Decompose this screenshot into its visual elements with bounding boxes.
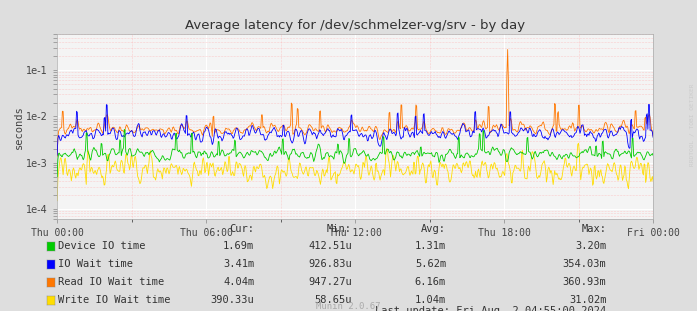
Text: Cur:: Cur: — [229, 224, 254, 234]
Text: 1.04m: 1.04m — [415, 295, 446, 305]
Text: Max:: Max: — [581, 224, 606, 234]
Text: 3.20m: 3.20m — [575, 241, 606, 251]
Text: Munin 2.0.67: Munin 2.0.67 — [316, 302, 381, 311]
Text: 3.41m: 3.41m — [223, 259, 254, 269]
Text: 360.93m: 360.93m — [562, 277, 606, 287]
Text: 6.16m: 6.16m — [415, 277, 446, 287]
Text: 412.51u: 412.51u — [308, 241, 352, 251]
Text: 354.03m: 354.03m — [562, 259, 606, 269]
Text: Avg:: Avg: — [421, 224, 446, 234]
Text: 926.83u: 926.83u — [308, 259, 352, 269]
Text: 4.04m: 4.04m — [223, 277, 254, 287]
Text: Read IO Wait time: Read IO Wait time — [58, 277, 164, 287]
Text: Min:: Min: — [327, 224, 352, 234]
Text: 31.02m: 31.02m — [569, 295, 606, 305]
Text: Write IO Wait time: Write IO Wait time — [58, 295, 170, 305]
Text: 1.31m: 1.31m — [415, 241, 446, 251]
Text: 390.33u: 390.33u — [210, 295, 254, 305]
Text: IO Wait time: IO Wait time — [58, 259, 133, 269]
Text: 1.69m: 1.69m — [223, 241, 254, 251]
Title: Average latency for /dev/schmelzer-vg/srv - by day: Average latency for /dev/schmelzer-vg/sr… — [185, 19, 525, 32]
Text: RRDTOOL / TOBI OETIKER: RRDTOOL / TOBI OETIKER — [689, 83, 695, 166]
Y-axis label: seconds: seconds — [13, 105, 24, 149]
Text: 5.62m: 5.62m — [415, 259, 446, 269]
Text: Last update: Fri Aug  2 04:55:00 2024: Last update: Fri Aug 2 04:55:00 2024 — [375, 306, 606, 311]
Text: 58.65u: 58.65u — [314, 295, 352, 305]
Text: Device IO time: Device IO time — [58, 241, 146, 251]
Text: 947.27u: 947.27u — [308, 277, 352, 287]
